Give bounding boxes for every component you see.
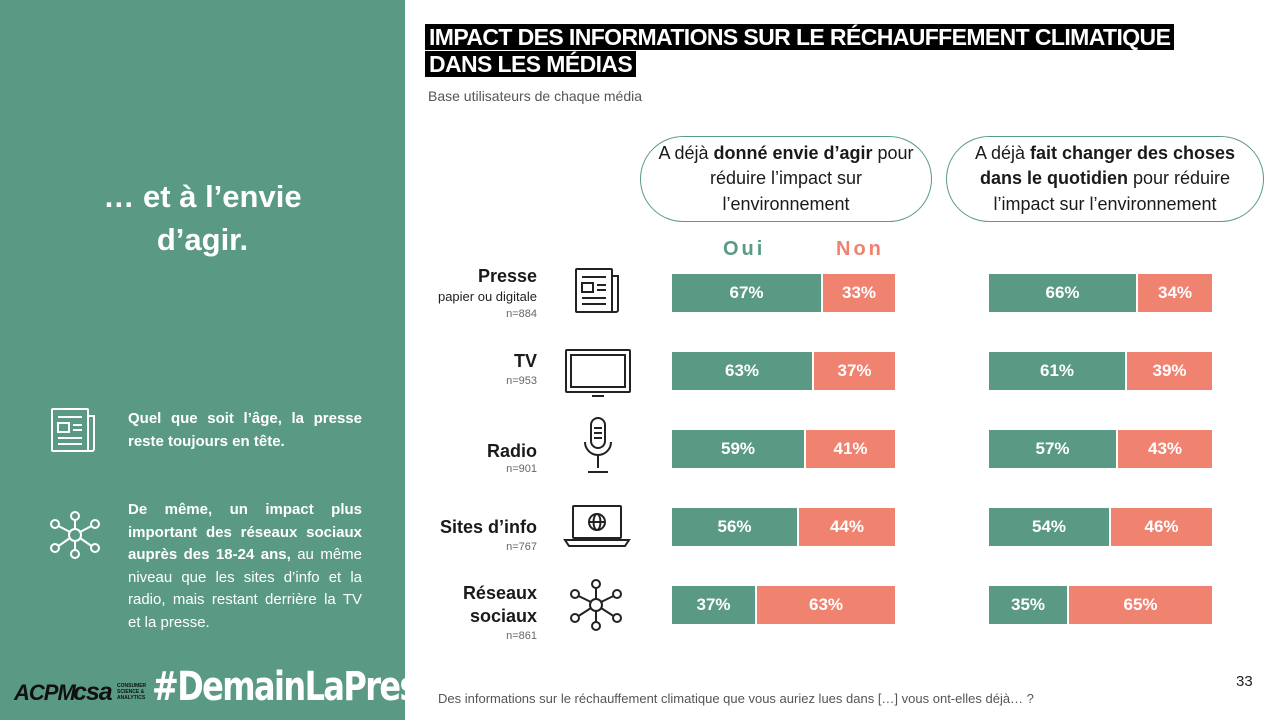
network-icon bbox=[50, 511, 100, 559]
question-act-text: A déjà donné envie d’agir pour réduire l… bbox=[649, 141, 923, 218]
bar-non-1-radio: 41% bbox=[804, 430, 895, 468]
left-panel: … et à l’envie d’agir. Quel que soit l’â… bbox=[0, 0, 456, 720]
question-act-post: pour réduire l’impact sur l’environnemen… bbox=[709, 142, 914, 214]
newspaper-icon bbox=[51, 408, 95, 452]
media-sub-presse: papier ou digitale bbox=[437, 289, 537, 304]
question-act-bold: donné envie d’agir bbox=[713, 142, 873, 163]
bar-row-1-sites: 56% 44% bbox=[672, 508, 895, 546]
csa-logo-tagline: CONSUMER SCIENCE & ANALYTICS bbox=[117, 683, 147, 701]
slide-title-line1: IMPACT DES INFORMATIONS SUR LE RÉCHAUFFE… bbox=[425, 24, 1175, 50]
bar-row-2-presse: 66% 34% bbox=[989, 274, 1212, 312]
note-press: Quel que soit l’âge, la presse reste tou… bbox=[128, 408, 362, 453]
question-box-change: A déjà fait changer des choses dans le q… bbox=[946, 136, 1264, 222]
bar-non-2-radio: 43% bbox=[1116, 430, 1212, 468]
question-change-text: A déjà fait changer des choses dans le q… bbox=[955, 141, 1255, 218]
bar-row-2-social: 35% 65% bbox=[989, 586, 1212, 624]
bar-non-1-tv: 37% bbox=[812, 352, 895, 390]
bar-row-2-tv: 61% 39% bbox=[989, 352, 1212, 390]
microphone-icon bbox=[584, 417, 612, 473]
bar-non-1-sites: 44% bbox=[797, 508, 895, 546]
csa-logo: csa bbox=[73, 678, 113, 706]
bar-oui-1-tv: 63% bbox=[672, 352, 812, 390]
media-label-presse: Presse bbox=[477, 266, 537, 286]
media-label-social: Réseaux sociaux bbox=[462, 583, 537, 627]
note-social-text: au même niveau que les sites d’info et l… bbox=[128, 546, 362, 631]
legend-non: Non bbox=[836, 238, 884, 260]
bar-non-2-social: 65% bbox=[1067, 586, 1212, 624]
media-n-tv: n=953 bbox=[506, 375, 537, 387]
footer-question: Des informations sur le réchauffement cl… bbox=[438, 691, 1034, 706]
page-number: 33 bbox=[1236, 673, 1253, 690]
question-change-post: pour réduire l’impact sur l’environnemen… bbox=[993, 168, 1231, 214]
question-act-pre: A déjà bbox=[658, 142, 714, 163]
bar-row-2-sites: 54% 46% bbox=[989, 508, 1212, 546]
bar-oui-2-sites: 54% bbox=[989, 508, 1109, 546]
bar-non-2-tv: 39% bbox=[1125, 352, 1212, 390]
note-social: De même, un impact plus important des ré… bbox=[128, 499, 362, 634]
media-label-tv: TV bbox=[513, 351, 537, 371]
media-n-social: n=861 bbox=[506, 630, 537, 642]
bar-oui-2-radio: 57% bbox=[989, 430, 1116, 468]
bar-oui-2-social: 35% bbox=[989, 586, 1067, 624]
hashtag: #DemainLaPresse bbox=[152, 664, 456, 710]
media-label-sites: Sites d’info bbox=[439, 517, 537, 537]
question-change-bold: fait changer des choses dans le quotidie… bbox=[979, 142, 1236, 189]
question-change-pre: A déjà bbox=[974, 142, 1030, 163]
bar-oui-2-presse: 66% bbox=[989, 274, 1136, 312]
media-n-presse: n=884 bbox=[506, 308, 537, 320]
bar-row-2-radio: 57% 43% bbox=[989, 430, 1212, 468]
slide-title-line2: DANS LES MÉDIAS bbox=[425, 51, 637, 78]
bar-row-1-tv: 63% 37% bbox=[672, 352, 895, 390]
newspaper-icon bbox=[575, 268, 619, 313]
bar-non-2-sites: 46% bbox=[1109, 508, 1212, 546]
bar-oui-1-social: 37% bbox=[672, 586, 755, 624]
panel-headline: … et à l’envie d’agir. bbox=[103, 179, 302, 257]
acpm-logo: ACPM bbox=[14, 680, 76, 705]
bar-non-1-presse: 33% bbox=[821, 274, 895, 312]
slide-title: IMPACT DES INFORMATIONS SUR LE RÉCHAUFFE… bbox=[425, 24, 1175, 78]
media-label-radio: Radio bbox=[486, 441, 537, 461]
bar-oui-1-radio: 59% bbox=[672, 430, 804, 468]
bar-row-1-radio: 59% 41% bbox=[672, 430, 895, 468]
bar-non-2-presse: 34% bbox=[1136, 274, 1212, 312]
bar-row-1-presse: 67% 33% bbox=[672, 274, 895, 312]
bar-oui-2-tv: 61% bbox=[989, 352, 1125, 390]
media-n-radio: n=901 bbox=[506, 463, 537, 475]
slide-subtitle: Base utilisateurs de chaque média bbox=[428, 88, 643, 104]
bar-non-1-social: 63% bbox=[755, 586, 895, 624]
legend-oui: Oui bbox=[723, 238, 766, 260]
note-press-text: Quel que soit l’âge, la presse reste tou… bbox=[128, 410, 362, 450]
bar-oui-1-sites: 56% bbox=[672, 508, 797, 546]
tv-icon bbox=[565, 349, 631, 397]
question-box-act: A déjà donné envie d’agir pour réduire l… bbox=[640, 136, 932, 222]
media-n-sites: n=767 bbox=[506, 541, 537, 553]
laptop-globe-icon bbox=[563, 505, 631, 547]
note-social-bold: De même, un impact plus important des ré… bbox=[128, 501, 362, 563]
bar-row-1-social: 37% 63% bbox=[672, 586, 895, 624]
bar-oui-1-presse: 67% bbox=[672, 274, 821, 312]
network-icon bbox=[570, 579, 622, 631]
